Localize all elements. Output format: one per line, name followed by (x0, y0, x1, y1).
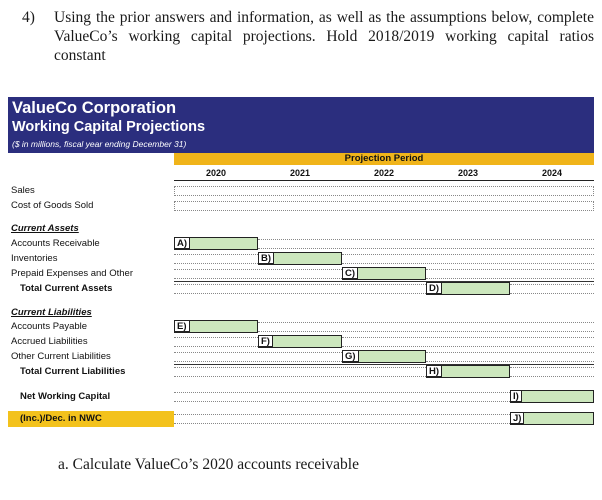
answer-tag-h: H) (426, 365, 443, 377)
answer-tag-d: D) (426, 282, 443, 294)
row-label-accounts-receivable: Accounts Receivable (11, 238, 100, 249)
total-rule (174, 364, 594, 365)
ocl-row-cells (174, 352, 342, 362)
section-current-liabilities: Current Liabilities (11, 307, 92, 318)
answer-tag-i: I) (510, 390, 522, 402)
row-label-sales: Sales (11, 185, 35, 196)
working-capital-table: ValueCo Corporation Working Capital Proj… (8, 97, 594, 437)
answer-tag-a: A) (174, 237, 191, 249)
year-header: 2022 (373, 168, 395, 178)
answer-tag-b: B) (258, 252, 275, 264)
accrued-row-cells (174, 337, 258, 347)
tca-row-cells (510, 284, 594, 294)
subquestion-a: a. Calculate ValueCo’s 2020 accounts rec… (58, 456, 359, 473)
answer-tag-e: E) (174, 320, 190, 332)
row-label-total-current-liabilities: Total Current Liabilities (20, 366, 126, 377)
answer-tag-f: F) (258, 335, 273, 347)
cogs-row-cells (174, 201, 594, 211)
nwc-row-cells (174, 392, 510, 402)
total-rule (174, 281, 594, 282)
row-label-prepaid: Prepaid Expenses and Other (11, 268, 133, 279)
prepaid-row-cells (426, 269, 594, 279)
question-text: Using the prior answers and information,… (54, 9, 594, 64)
row-label-total-current-assets: Total Current Assets (20, 283, 113, 294)
inv-row-cells (342, 254, 594, 264)
tcl-row-cells (174, 367, 426, 377)
sales-row-cells (174, 186, 594, 196)
projection-period-header: Projection Period (174, 153, 594, 165)
row-label-other-liabilities: Other Current Liabilities (11, 351, 111, 362)
row-label-accrued: Accrued Liabilities (11, 336, 88, 347)
ocl-row-cells (426, 352, 594, 362)
inv-row-cells (174, 254, 258, 264)
change-nwc-row-cells (174, 414, 510, 424)
row-label-inventories: Inventories (11, 253, 58, 264)
year-header: 2023 (457, 168, 479, 178)
question-number: 4) (22, 9, 35, 26)
prepaid-row-cells (174, 269, 342, 279)
nwc-change-highlight (8, 411, 174, 427)
answer-tag-c: C) (342, 267, 359, 279)
section-current-assets: Current Assets (11, 223, 79, 234)
year-header: 2024 (541, 168, 563, 178)
year-underline (174, 180, 594, 181)
tcl-row-cells (510, 367, 594, 377)
row-label-change-nwc: (Inc.)/Dec. in NWC (20, 413, 102, 424)
year-header: 2021 (289, 168, 311, 178)
table-title: Working Capital Projections (12, 119, 206, 135)
answer-tag-j: J) (510, 412, 525, 424)
ar-row-cells (258, 239, 594, 249)
year-header: 2020 (205, 168, 227, 178)
row-label-nwc: Net Working Capital (20, 391, 111, 402)
row-label-accounts-payable: Accounts Payable (11, 321, 88, 332)
ap-row-cells (258, 322, 594, 332)
table-banner: ValueCo Corporation Working Capital Proj… (8, 97, 594, 153)
accrued-row-cells (342, 337, 594, 347)
tca-row-cells (174, 284, 426, 294)
company-name: ValueCo Corporation (12, 99, 177, 117)
answer-cell-i[interactable] (510, 390, 594, 403)
row-label-cogs: Cost of Goods Sold (11, 200, 94, 211)
table-units: ($ in millions, fiscal year ending Decem… (12, 139, 187, 149)
answer-tag-g: G) (342, 350, 359, 362)
